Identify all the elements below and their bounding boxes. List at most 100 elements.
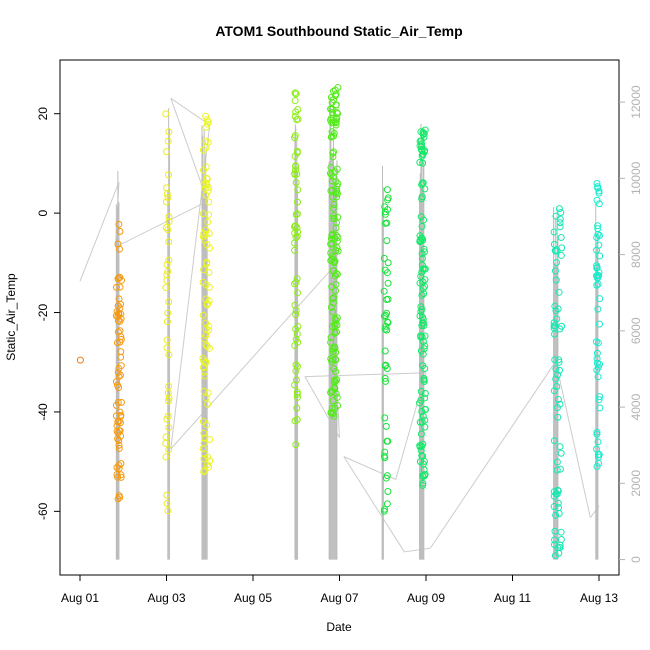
x-tick-label-2: Aug 05: [234, 591, 272, 605]
data-point-2-22: [165, 213, 173, 221]
data-point-5-46: [329, 153, 337, 161]
data-point-7-104: [417, 430, 425, 438]
data-point-6-44: [384, 196, 392, 204]
data-point-1-62: [117, 413, 125, 421]
data-point-8-22: [552, 365, 560, 373]
data-point-6-7: [383, 365, 391, 373]
data-point-5-114: [331, 385, 339, 393]
data-point-4-46: [292, 376, 300, 384]
x-tick-label-6: Aug 13: [580, 591, 618, 605]
data-point-0-0: [76, 356, 84, 364]
data-point-4-52: [292, 233, 300, 241]
data-point-9-27: [594, 183, 602, 191]
data-point-9-29: [593, 463, 601, 471]
data-point-8-54: [557, 536, 565, 544]
data-point-7-102: [417, 128, 425, 136]
data-point-1-46: [114, 275, 122, 283]
data-point-3-66: [203, 342, 211, 350]
data-point-7-72: [419, 350, 427, 358]
data-point-3-23: [203, 116, 211, 124]
data-point-2-25: [165, 424, 173, 432]
y-tick-label-4: 20: [36, 107, 50, 121]
data-point-3-31: [199, 311, 207, 319]
data-point-1-27: [115, 384, 123, 392]
data-point-5-100: [331, 404, 339, 412]
data-point-8-67: [550, 240, 558, 248]
data-point-9-6: [595, 200, 603, 208]
data-point-8-20: [552, 258, 560, 266]
data-point-7-61: [419, 481, 427, 489]
data-point-5-103: [329, 397, 337, 405]
data-point-8-13: [557, 449, 565, 457]
data-point-8-49: [556, 223, 564, 231]
data-point-4-27: [292, 306, 300, 314]
data-point-8-36: [557, 233, 565, 241]
data-point-6-43: [383, 309, 391, 317]
right-tick-label-5: 10000: [629, 161, 643, 195]
data-point-4-29: [291, 246, 299, 254]
data-point-2-13: [165, 218, 173, 226]
data-point-9-39: [594, 222, 602, 230]
data-point-5-109: [327, 235, 335, 243]
data-point-4-40: [292, 108, 300, 116]
data-point-3-34: [204, 187, 212, 195]
data-point-7-21: [418, 407, 426, 415]
data-point-3-8: [200, 387, 208, 395]
data-point-7-29: [418, 291, 426, 299]
data-point-1-68: [115, 461, 123, 469]
data-point-2-37: [162, 439, 170, 447]
data-point-2-19: [164, 137, 172, 145]
data-point-1-66: [113, 422, 121, 430]
data-point-4-26: [291, 301, 299, 309]
data-point-4-36: [294, 289, 302, 297]
data-point-8-33: [556, 325, 564, 333]
data-point-1-53: [116, 283, 124, 291]
data-point-8-9: [555, 205, 563, 213]
data-point-7-38: [419, 362, 427, 370]
data-point-7-71: [417, 396, 425, 404]
data-point-5-89: [331, 234, 339, 242]
data-point-5-75: [333, 321, 341, 329]
data-point-3-43: [201, 372, 209, 380]
data-point-9-25: [593, 430, 601, 438]
data-point-7-18: [421, 332, 429, 340]
data-point-2-34: [163, 318, 171, 326]
data-point-3-29: [200, 429, 208, 437]
flight-track-segment-9: [304, 372, 427, 378]
data-point-5-27: [329, 204, 337, 212]
data-point-3-58: [199, 445, 207, 453]
data-point-2-17: [164, 267, 172, 275]
data-point-6-34: [380, 254, 388, 262]
data-point-7-92: [420, 129, 428, 137]
data-point-8-26: [551, 330, 559, 338]
right-y-axis: 0 2000 4000 6000 8000 10000 12000: [619, 85, 643, 563]
data-point-2-31: [162, 198, 170, 206]
data-point-8-61: [551, 552, 559, 560]
y-axis-label: Static_Air_Temp: [4, 273, 18, 361]
data-point-8-58: [554, 305, 562, 313]
data-point-8-29: [557, 251, 565, 259]
data-point-2-38: [164, 412, 172, 420]
data-point-3-72: [202, 341, 210, 349]
data-point-8-25: [553, 458, 561, 466]
data-point-1-14: [116, 493, 124, 501]
data-point-6-20: [382, 377, 390, 385]
data-point-5-65: [330, 148, 338, 156]
data-point-2-28: [164, 193, 172, 201]
data-point-7-91: [418, 305, 426, 313]
data-point-3-42: [199, 233, 207, 241]
data-point-5-9: [327, 303, 335, 311]
data-point-4-58: [294, 115, 302, 123]
data-point-8-63: [552, 511, 560, 519]
x-tick-label-5: Aug 11: [494, 591, 531, 605]
data-point-5-126: [330, 132, 338, 140]
data-point-5-84: [330, 215, 338, 223]
data-point-2-6: [163, 148, 171, 156]
flight-track-segment-13: [404, 547, 431, 553]
y-tick-label-1: -40: [36, 403, 50, 421]
data-point-4-55: [294, 338, 302, 346]
x-tick-label-0: Aug 01: [61, 591, 99, 605]
data-point-2-7: [163, 499, 171, 507]
data-point-5-85: [329, 308, 337, 316]
data-point-1-12: [115, 441, 123, 449]
